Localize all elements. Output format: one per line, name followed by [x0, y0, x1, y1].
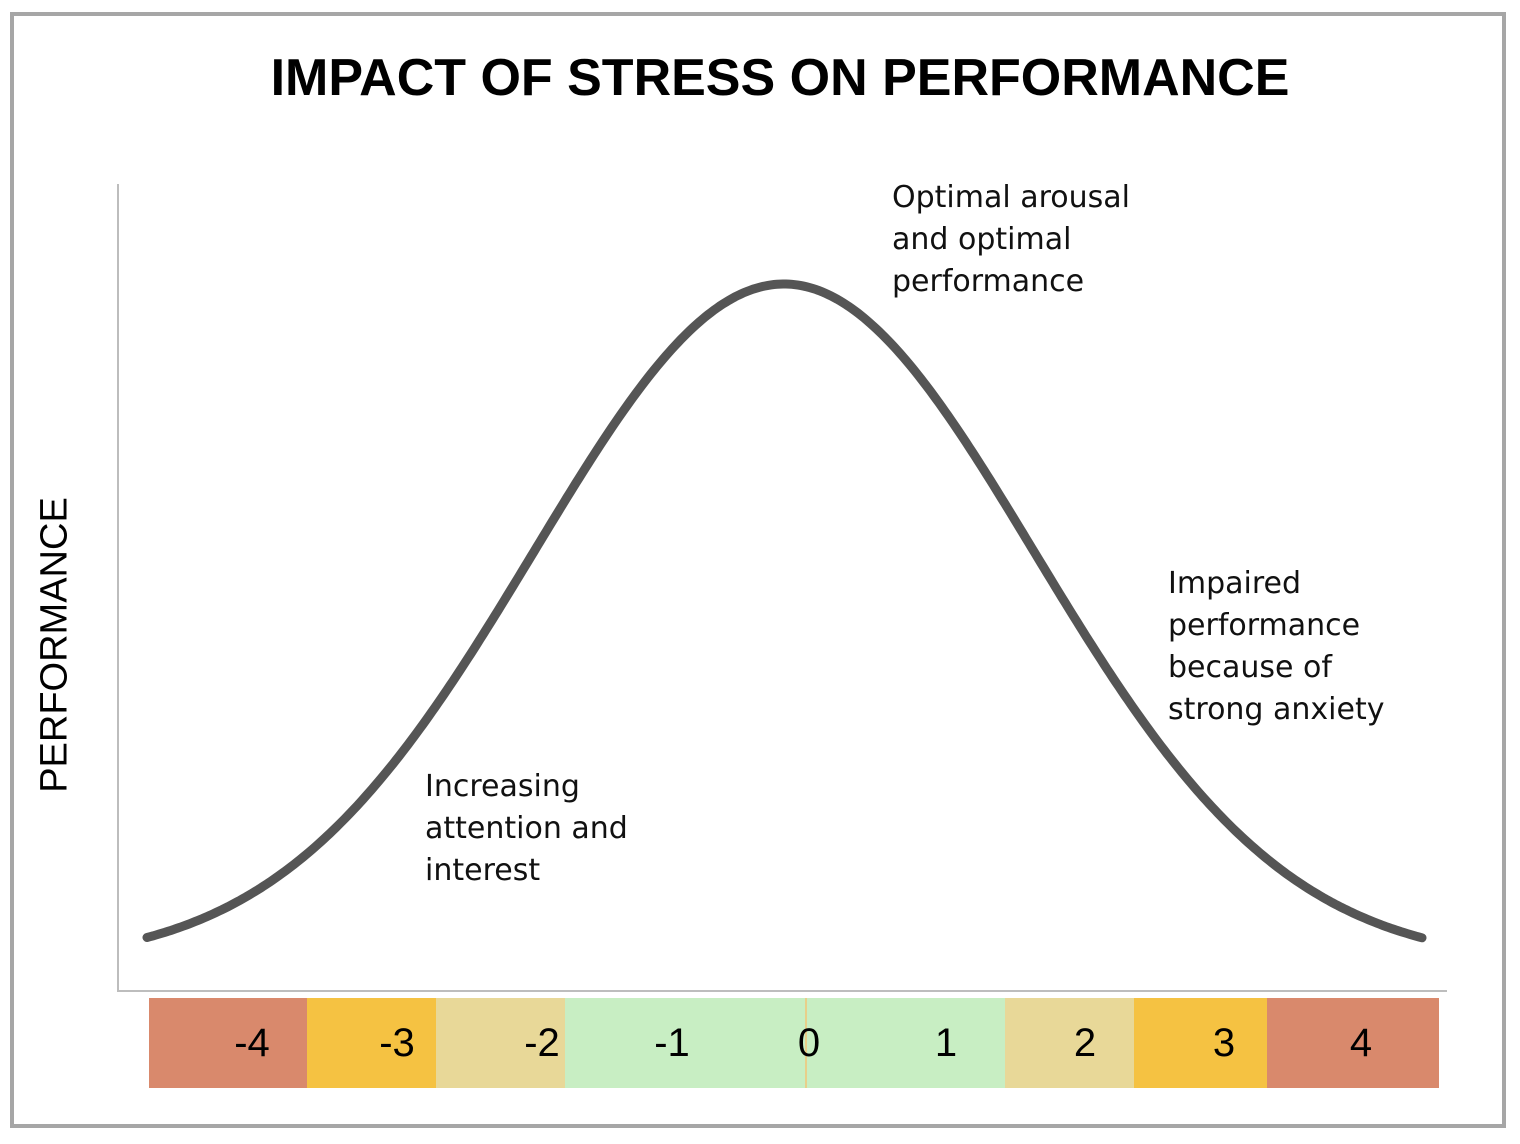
chart-title: IMPACT OF STRESS ON PERFORMANCE	[270, 49, 1290, 107]
scale-zone-2	[306, 998, 436, 1088]
scale-zone-6	[1133, 998, 1267, 1088]
figure-frame	[10, 12, 1506, 1128]
scale-zone-1	[149, 998, 307, 1088]
scale-zone-5	[1004, 998, 1134, 1088]
scale-tick-label: -1	[654, 1021, 690, 1065]
x-axis-line	[117, 990, 1447, 992]
scale-center-mark	[805, 998, 807, 1088]
scale-tick-label: 4	[1349, 1021, 1373, 1065]
y-axis-line	[117, 184, 119, 992]
scale-tick-label: 3	[1212, 1021, 1236, 1065]
annotation-optimal: Optimal arousal and optimal performance	[892, 180, 1131, 299]
stress-scale: -4 -3 -2 -1 0 1 2 3 4	[149, 998, 1439, 1088]
performance-curve	[142, 279, 1427, 943]
scale-zone-7	[1267, 998, 1439, 1088]
scale-zone-3	[435, 998, 565, 1088]
scale-tick-label: 0	[797, 1021, 821, 1065]
scale-zone-4	[564, 998, 1005, 1088]
scale-tick-label: -2	[524, 1021, 560, 1065]
scale-tick-label: 1	[934, 1021, 958, 1065]
scale-tick-label: -3	[379, 1021, 415, 1065]
scale-tick-label: 2	[1073, 1021, 1097, 1065]
annotation-increasing: Increasing attention and interest	[425, 769, 628, 888]
scale-tick-label: -4	[234, 1021, 270, 1065]
annotation-impaired: Impaired performance because of strong a…	[1168, 566, 1385, 727]
